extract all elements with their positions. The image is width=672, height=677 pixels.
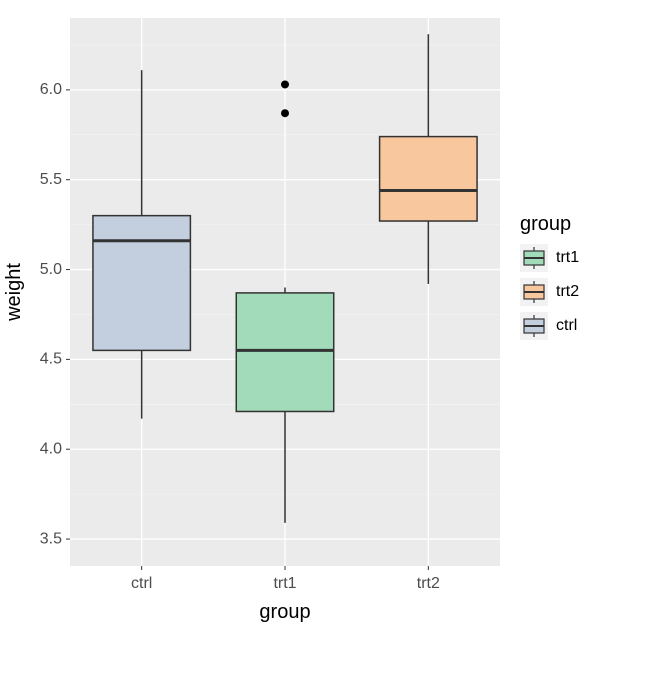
legend: group trt1 trt2 ctrl (520, 213, 579, 340)
outlier-point (281, 80, 289, 88)
legend-label: trt2 (556, 283, 579, 300)
legend-label: ctrl (556, 317, 577, 334)
x-tick-label: trt2 (417, 575, 440, 592)
x-tick-label: ctrl (131, 575, 152, 592)
boxplot-chart: 3.5 4.0 4.5 5.0 5.5 6.0 ctrl trt1 trt2 weight grou… (0, 0, 672, 672)
box-trt1 (236, 293, 333, 412)
y-tick-label: 6.0 (40, 81, 62, 98)
y-tick-label: 5.0 (40, 261, 62, 278)
box-ctrl (93, 216, 190, 351)
box-trt2 (380, 137, 477, 221)
x-axis-title: group (259, 601, 310, 623)
y-tick-label: 5.5 (40, 171, 62, 188)
y-tick-label: 4.0 (40, 440, 62, 457)
y-tick-label: 3.5 (40, 530, 62, 547)
chart-svg: 3.5 4.0 4.5 5.0 5.5 6.0 ctrl trt1 trt2 weight grou… (0, 0, 672, 672)
outlier-point (281, 109, 289, 117)
y-tick-label: 4.5 (40, 351, 62, 368)
y-axis-title: weight (3, 263, 25, 322)
legend-title: group (520, 213, 571, 235)
x-tick-label: trt1 (273, 575, 296, 592)
legend-label: trt1 (556, 249, 579, 266)
